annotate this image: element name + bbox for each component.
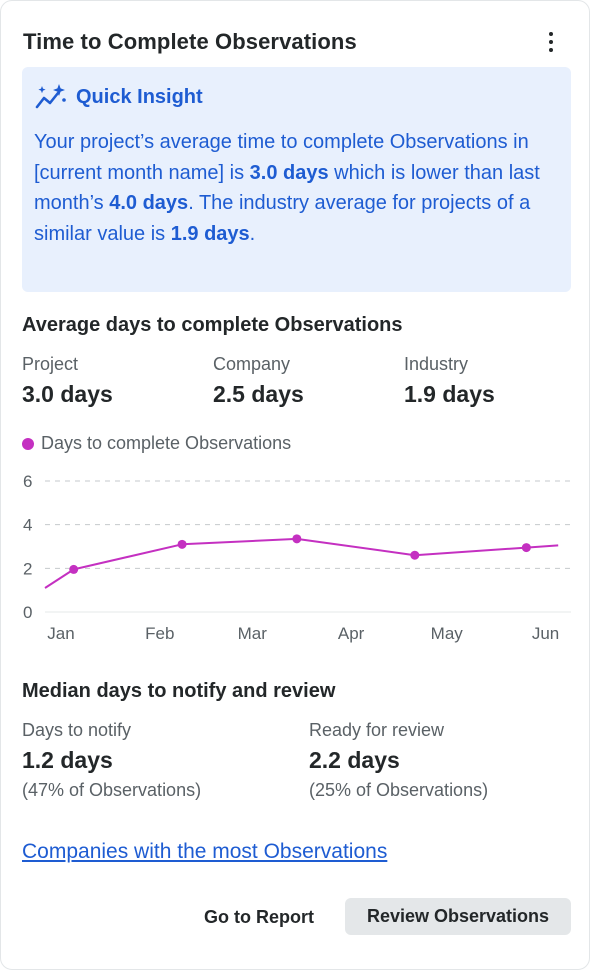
review-observations-button[interactable]: Review Observations	[345, 898, 571, 935]
stat-days-to-notify: Days to notify 1.2 days (47% of Observat…	[22, 720, 202, 800]
averages-section-title: Average days to complete Observations	[22, 314, 403, 336]
y-tick-label: 6	[23, 472, 32, 491]
legend-label: Days to complete Observations	[41, 433, 292, 453]
stat-project: Project 3.0 days	[22, 354, 113, 407]
x-tick-label: Jun	[532, 624, 559, 643]
quick-insight-text: Your project’s average time to complete …	[34, 131, 540, 245]
quick-insight-title: Quick Insight	[76, 85, 203, 108]
y-tick-label: 2	[23, 559, 32, 578]
data-point	[521, 543, 531, 553]
sparkle-chart-icon	[35, 84, 66, 109]
stat-ready-for-review: Ready for review 2.2 days (25% of Observ…	[309, 720, 489, 800]
card-title: Time to Complete Observations	[23, 29, 357, 54]
data-point	[292, 534, 302, 544]
series-line	[44, 537, 559, 589]
chart-legend: Days to complete Observations	[22, 433, 291, 454]
last-month-value: 4.0 days	[109, 192, 189, 214]
stat-industry: Industry 1.9 days	[404, 354, 495, 407]
x-tick-label: Jan	[47, 624, 74, 643]
more-vertical-icon[interactable]	[539, 29, 563, 55]
legend-marker	[22, 437, 34, 450]
quick-insight-panel: Quick Insight Your project’s average tim…	[22, 67, 571, 292]
x-tick-label: May	[431, 624, 464, 643]
companies-link[interactable]: Companies with the most Observations	[22, 840, 388, 863]
data-point	[69, 564, 79, 574]
data-point	[177, 539, 187, 549]
x-tick-label: Feb	[145, 624, 174, 643]
card-header: Time to Complete Observations	[23, 27, 571, 59]
median-section-title: Median days to notify and review	[22, 680, 336, 702]
quick-insight-header: Quick Insight	[34, 81, 559, 113]
industry-average-value: 1.9 days	[170, 222, 250, 245]
go-to-report-button[interactable]: Go to Report	[204, 906, 314, 927]
x-tick-label: Apr	[338, 624, 365, 643]
line-chart: 0 2 4 6 Jan Feb Mar Apr May Jun	[23, 472, 571, 643]
current-average-value: 3.0 days	[249, 161, 329, 184]
x-tick-label: Mar	[238, 624, 268, 643]
data-point	[410, 550, 420, 560]
stat-company: Company 2.5 days	[213, 354, 304, 407]
y-tick-label: 0	[23, 603, 32, 622]
y-tick-label: 4	[23, 516, 32, 535]
